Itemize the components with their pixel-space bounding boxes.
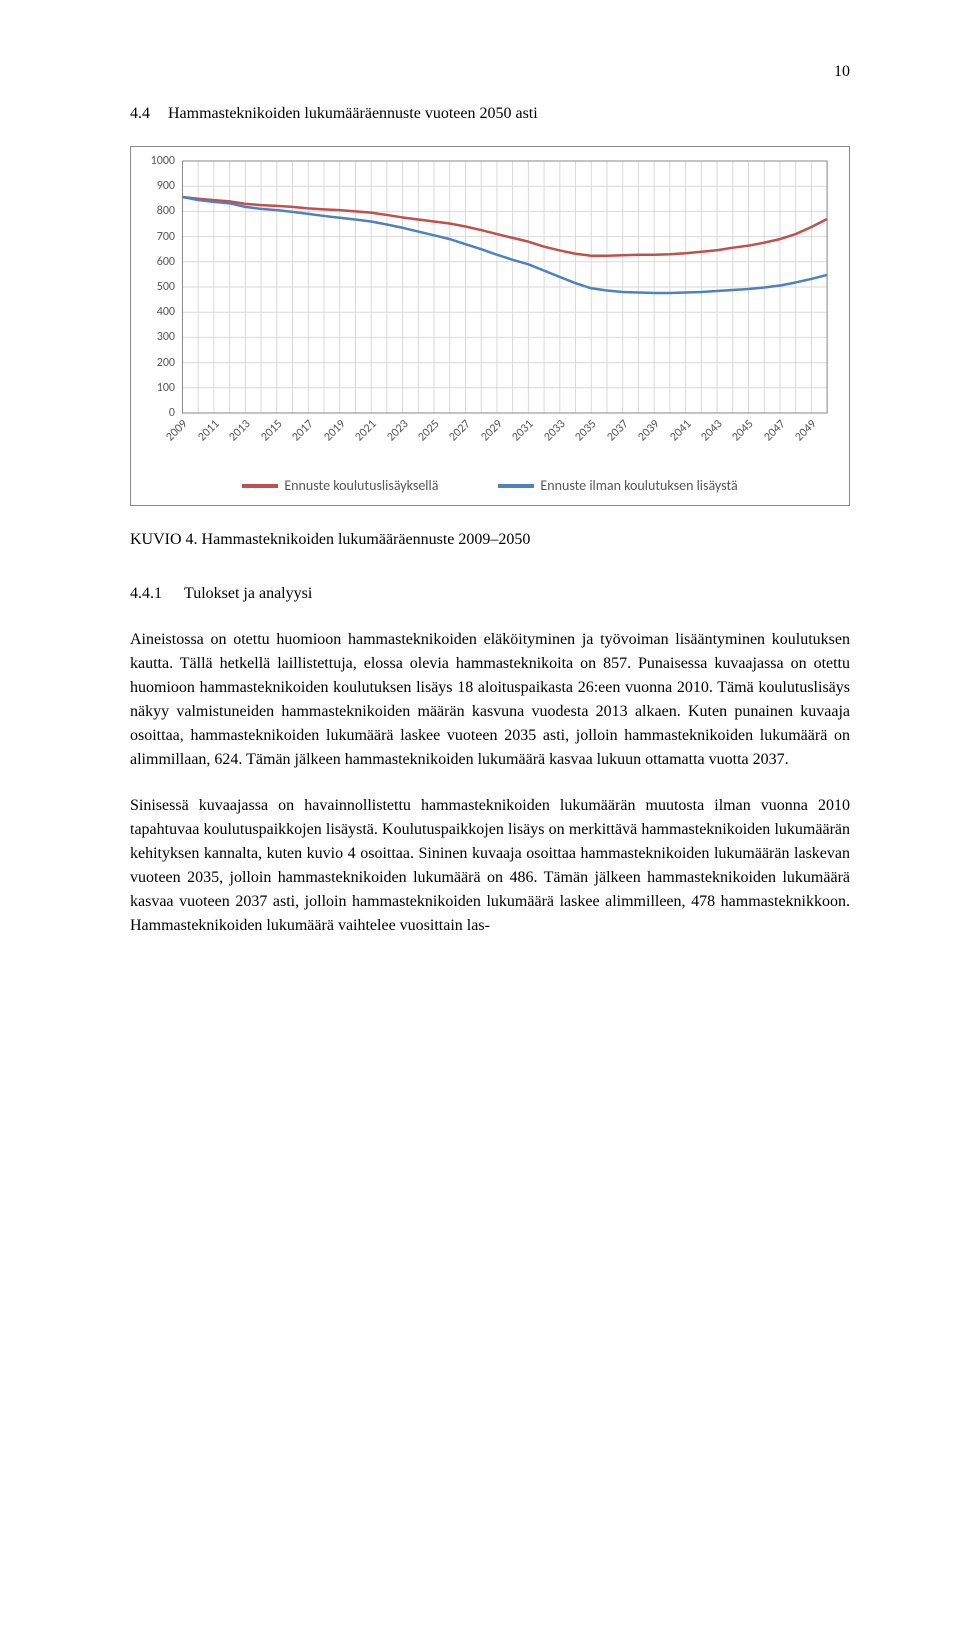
heading-text: Hammasteknikoiden lukumääräennuste vuote… (168, 102, 538, 126)
body-paragraph-1: Aineistossa on otettu huomioon hammastek… (130, 628, 850, 772)
y-tick-label: 700 (145, 228, 175, 246)
x-tick-label: 2031 (508, 416, 538, 446)
legend-swatch (242, 484, 278, 488)
legend-item: Ennuste ilman koulutuksen lisäystä (498, 475, 737, 496)
section-heading: 4.4 Hammasteknikoiden lukumääräennuste v… (130, 102, 850, 126)
figure-label-text: Hammasteknikoiden lukumääräennuste 2009–… (198, 531, 531, 548)
x-tick-label: 2037 (603, 416, 633, 446)
x-tick-label: 2029 (477, 416, 507, 446)
x-tick-label: 2023 (383, 416, 413, 446)
legend-item: Ennuste koulutuslisäyksellä (242, 475, 438, 496)
legend-label: Ennuste koulutuslisäyksellä (284, 475, 438, 496)
y-tick-label: 800 (145, 202, 175, 220)
plot-area: 01002003004005006007008009001000 (145, 157, 835, 417)
heading-number: 4.4 (130, 102, 150, 126)
x-axis-labels: 2009201120132015201720192021202320252027… (145, 419, 835, 459)
x-tick-label: 2017 (288, 416, 318, 446)
y-tick-label: 200 (145, 354, 175, 372)
legend-label: Ennuste ilman koulutuksen lisäystä (540, 475, 737, 496)
y-tick-label: 400 (145, 303, 175, 321)
line-chart: 01002003004005006007008009001000 2009201… (130, 146, 850, 506)
x-tick-label: 2033 (540, 416, 570, 446)
x-tick-label: 2039 (634, 416, 664, 446)
x-tick-label: 2025 (414, 416, 444, 446)
x-tick-label: 2045 (728, 416, 758, 446)
sub-heading-number: 4.4.1 (130, 582, 162, 606)
x-tick-label: 2049 (791, 416, 821, 446)
subsection-heading: 4.4.1 Tulokset ja analyysi (130, 582, 850, 606)
y-tick-label: 500 (145, 278, 175, 296)
x-tick-label: 2019 (320, 416, 350, 446)
legend-swatch (498, 484, 534, 488)
x-tick-label: 2013 (225, 416, 255, 446)
x-tick-label: 2043 (697, 416, 727, 446)
y-tick-label: 900 (145, 177, 175, 195)
x-tick-label: 2027 (445, 416, 475, 446)
x-tick-label: 2047 (760, 416, 790, 446)
x-tick-label: 2011 (194, 416, 224, 446)
y-tick-label: 300 (145, 328, 175, 346)
sub-heading-text: Tulokset ja analyysi (184, 582, 312, 606)
x-tick-label: 2009 (162, 416, 192, 446)
figure-caption: KUVIO 4. Hammasteknikoiden lukumääräennu… (130, 528, 850, 552)
x-tick-label: 2021 (351, 416, 381, 446)
y-tick-label: 100 (145, 379, 175, 397)
x-tick-label: 2041 (666, 416, 696, 446)
x-tick-label: 2035 (571, 416, 601, 446)
chart-legend: Ennuste koulutuslisäyksellä Ennuste ilman… (145, 475, 835, 496)
body-paragraph-2: Sinisessä kuvaajassa on havainnollistett… (130, 794, 850, 938)
y-tick-label: 1000 (145, 152, 175, 170)
x-tick-label: 2015 (257, 416, 287, 446)
figure-label-prefix: KUVIO 4. (130, 531, 198, 548)
y-tick-label: 600 (145, 253, 175, 271)
page-number: 10 (130, 60, 850, 84)
